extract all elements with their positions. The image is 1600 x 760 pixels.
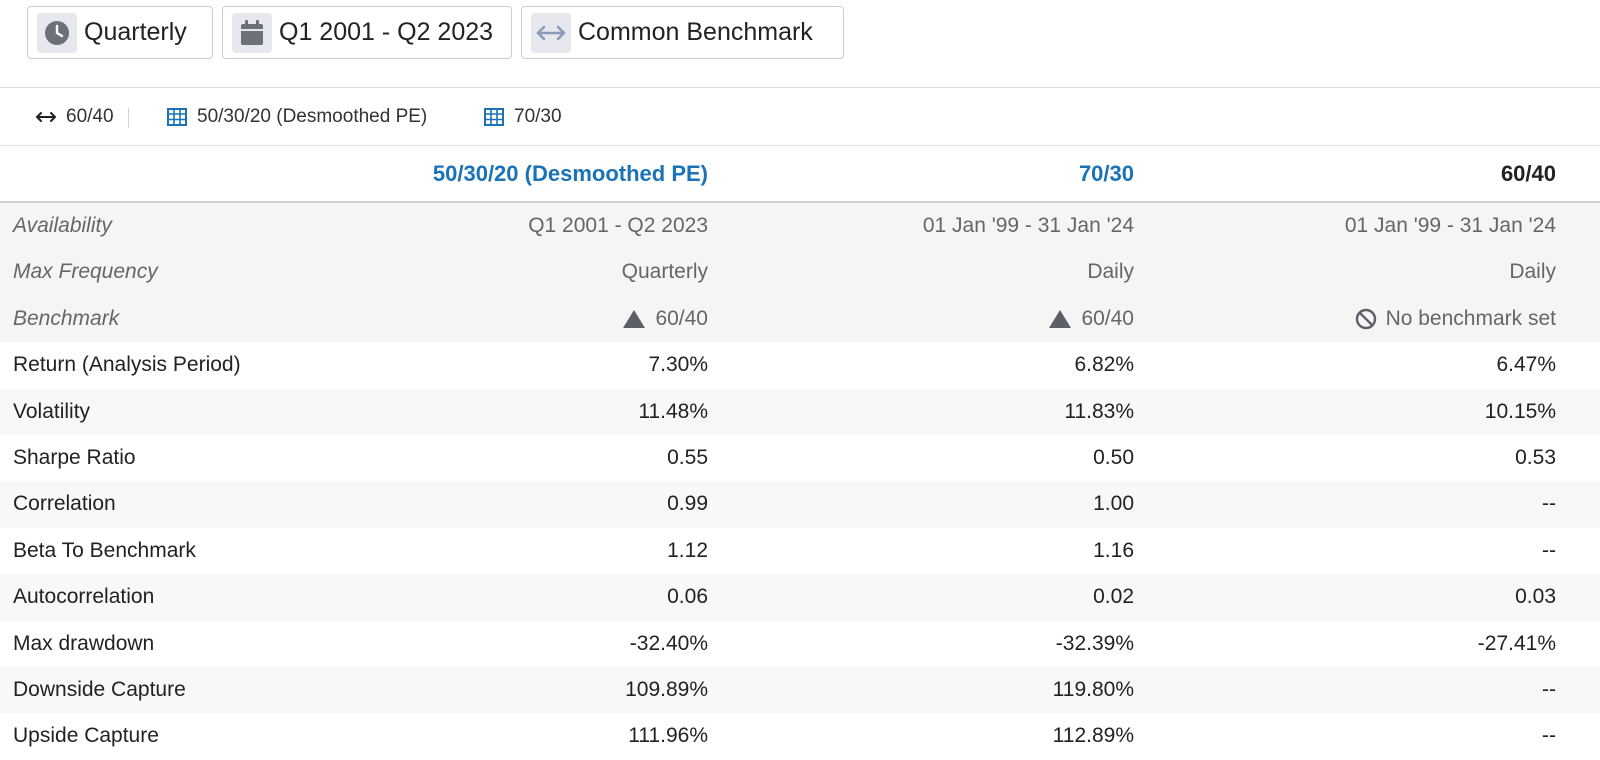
cell-value: -- (1542, 677, 1556, 701)
triangle-up-icon (1049, 309, 1072, 328)
cell-value: 10.15% (1484, 399, 1556, 423)
table-row-max-frequency: Max Frequency Quarterly Daily Daily (0, 249, 1600, 296)
cell-value: 01 Jan '99 - 31 Jan '24 (922, 214, 1134, 237)
statistics-table: 50/30/20 (Desmoothed PE) 70/30 60/40 Ava… (0, 146, 1600, 760)
cell-value: 0.53 (1515, 445, 1556, 469)
calendar-icon (232, 12, 272, 53)
benchmark-text: 60/40 (1081, 306, 1134, 330)
tab-label: 50/30/20 (Desmoothed PE) (197, 106, 428, 127)
cell-value: -- (1542, 492, 1556, 516)
table-row-availability: Availability Q1 2001 - Q2 2023 01 Jan '9… (0, 203, 1600, 250)
cell-value: 6.82% (1074, 353, 1134, 377)
period-button[interactable]: Q1 2001 - Q2 2023 (222, 6, 512, 59)
benchmark-value: No benchmark set (1355, 296, 1556, 342)
cell-value: 0.55 (667, 445, 708, 469)
row-label: Upside Capture (13, 724, 159, 748)
cell-value: 109.89% (625, 677, 708, 701)
triangle-up-icon (623, 309, 646, 328)
cell-value: Daily (1087, 260, 1134, 284)
row-label: Correlation (13, 492, 116, 516)
row-label: Autocorrelation (13, 585, 155, 609)
row-label: Benchmark (13, 306, 120, 330)
cell-value: 11.83% (1064, 399, 1134, 423)
table-row: Return (Analysis Period) 7.30% 6.82% 6.4… (0, 342, 1600, 388)
cell-value: 7.30% (648, 353, 708, 377)
tab-60-40[interactable]: 60/40 (36, 88, 114, 146)
column-header-50-30-20[interactable]: 50/30/20 (Desmoothed PE) (432, 161, 708, 186)
table-row: Sharpe Ratio 0.55 0.50 0.53 (0, 435, 1600, 481)
cell-value: -- (1542, 724, 1556, 748)
cell-value: 0.50 (1093, 445, 1134, 469)
cell-value: Daily (1509, 260, 1556, 284)
table-row: Correlation 0.99 1.00 -- (0, 481, 1600, 528)
table-icon (484, 108, 504, 126)
benchmark-text: 60/40 (655, 306, 708, 330)
cell-value: 11.48% (638, 399, 708, 423)
cell-value: 6.47% (1496, 353, 1556, 377)
table-icon (167, 108, 187, 126)
cell-value: 0.02 (1093, 585, 1134, 609)
tab-divider (128, 108, 129, 128)
benchmark-value: 60/40 (1048, 296, 1134, 342)
benchmark-text: No benchmark set (1385, 306, 1556, 330)
table-row: Upside Capture 111.96% 112.89% -- (0, 713, 1600, 759)
row-label: Beta To Benchmark (13, 538, 196, 562)
cell-value: 0.06 (667, 585, 708, 609)
table-row: Beta To Benchmark 1.12 1.16 -- (0, 528, 1600, 574)
portfolio-tabs: 60/40 50/30/20 (Desmoothed PE) 70/30 (0, 88, 1600, 146)
cell-value: 111.96% (628, 724, 708, 748)
tab-label: 60/40 (66, 106, 114, 127)
clock-icon (37, 12, 77, 53)
row-label: Availability (13, 214, 112, 237)
cell-value: 1.12 (667, 538, 708, 562)
column-header-60-40: 60/40 (1500, 161, 1556, 186)
column-header-70-30[interactable]: 70/30 (1078, 161, 1134, 186)
table-row: Max drawdown -32.40% -32.39% -27.41% (0, 621, 1600, 667)
cell-value: 1.16 (1093, 538, 1134, 562)
cell-value: 0.99 (667, 492, 708, 516)
table-row: Downside Capture 109.89% 119.80% -- (0, 666, 1600, 714)
table-row-benchmark: Benchmark 60/40 60/40 No benchmark set (0, 295, 1600, 343)
row-label: Max Frequency (13, 260, 158, 284)
cell-value: -32.39% (1055, 631, 1134, 655)
table-header: 50/30/20 (Desmoothed PE) 70/30 60/40 (0, 146, 1600, 203)
cell-value: 119.80% (1052, 677, 1134, 701)
prohibited-icon (1355, 308, 1376, 329)
row-label: Volatility (13, 399, 91, 423)
cell-value: -27.41% (1477, 631, 1556, 655)
table-row: Volatility 11.48% 11.83% 10.15% (0, 388, 1600, 435)
common-benchmark-label: Common Benchmark (578, 18, 813, 46)
table-row: Autocorrelation 0.06 0.02 0.03 (0, 574, 1600, 621)
cell-value: -- (1542, 538, 1556, 562)
cell-value: 1.00 (1093, 492, 1134, 516)
period-label: Q1 2001 - Q2 2023 (279, 18, 494, 46)
row-label: Downside Capture (13, 677, 186, 701)
arrows-horizontal-icon (36, 112, 56, 122)
frequency-label: Quarterly (84, 18, 187, 46)
tab-50-30-20-desmoothed-pe[interactable]: 50/30/20 (Desmoothed PE) (167, 88, 427, 146)
cell-value: Q1 2001 - Q2 2023 (528, 214, 708, 237)
cell-value: 0.03 (1515, 585, 1556, 609)
row-label: Max drawdown (13, 631, 155, 655)
cell-value: 01 Jan '99 - 31 Jan '24 (1344, 214, 1556, 237)
frequency-button[interactable]: Quarterly (27, 6, 213, 59)
toolbar: Quarterly Q1 2001 - Q2 2023 Common Bench… (0, 0, 1600, 88)
arrows-horizontal-icon (531, 12, 571, 53)
cell-value: Quarterly (621, 260, 708, 284)
cell-value: -32.40% (629, 631, 708, 655)
row-label: Return (Analysis Period) (13, 353, 241, 377)
cell-value: 112.89% (1052, 724, 1134, 748)
common-benchmark-button[interactable]: Common Benchmark (521, 6, 844, 59)
row-label: Sharpe Ratio (13, 445, 136, 469)
statistics-rows: Return (Analysis Period) 7.30% 6.82% 6.4… (0, 342, 1600, 760)
tab-70-30[interactable]: 70/30 (484, 88, 562, 146)
tab-label: 70/30 (514, 106, 562, 127)
benchmark-value: 60/40 (622, 296, 708, 342)
